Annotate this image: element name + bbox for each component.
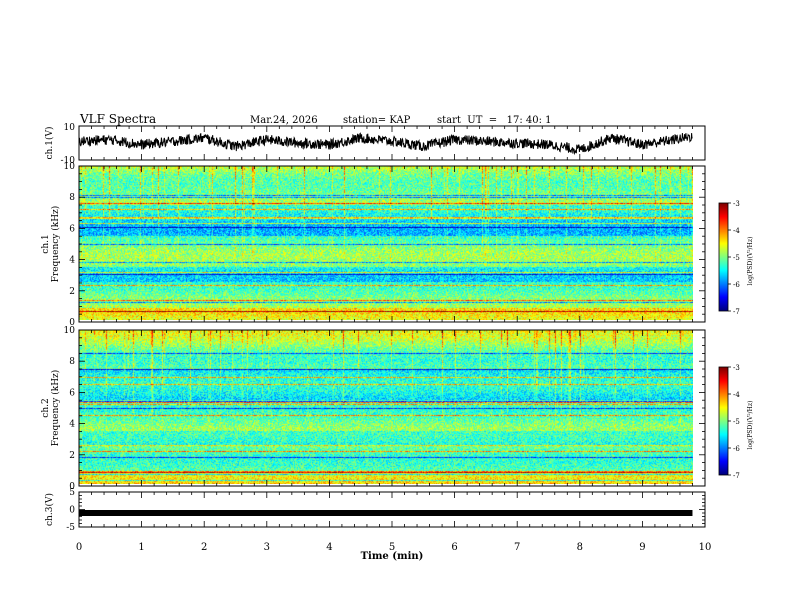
- colorbar-label: log(PSD)(V²/Hz): [747, 401, 754, 450]
- freq-tick-label: 2: [69, 287, 75, 297]
- freq-tick-label: 0: [69, 482, 75, 492]
- colorbar-tick-label: -4: [733, 227, 740, 235]
- start-time-label: start UT = 17: 40: 1: [437, 115, 552, 126]
- freq-tick-label: 8: [69, 193, 75, 203]
- ch3-ytick-label: 5: [69, 488, 75, 498]
- ch3-ylabel: ch.3(V): [44, 493, 55, 526]
- ch1-ylabel: ch.1(V): [44, 127, 55, 160]
- channel-label: ch.2: [41, 398, 51, 417]
- ch1-ytick-label: 10: [64, 123, 76, 133]
- colorbar-tick-label: -4: [733, 391, 740, 399]
- colorbar-tick-label: -3: [733, 364, 740, 372]
- colorbar-tick-label: -7: [733, 472, 740, 480]
- freq-tick-label: 8: [69, 357, 75, 367]
- colorbar-frame: [718, 202, 729, 312]
- colorbar-label: log(PSD)(V²/Hz): [747, 237, 754, 286]
- freq-tick-label: 10: [64, 326, 76, 336]
- time-tick-label: 0: [76, 542, 82, 553]
- freq-tick-label: 0: [69, 318, 75, 328]
- time-tick-label: 9: [639, 542, 645, 553]
- freq-tick-label: 10: [64, 162, 76, 172]
- panel-frame-1: [78, 165, 706, 323]
- time-tick-label: 10: [699, 542, 712, 553]
- colorbar-tick-label: -6: [733, 281, 740, 289]
- ch2-spectrogram-image: [79, 330, 693, 484]
- time-tick-label: 1: [138, 542, 144, 553]
- colorbar-tick-label: -6: [733, 445, 740, 453]
- channel-label: ch.1: [41, 234, 51, 253]
- ch3-ytick-label: -5: [66, 523, 75, 533]
- frequency-axis-label: Frequency (kHz): [50, 206, 61, 283]
- ch2-colorbar: [719, 367, 728, 475]
- time-axis-label: Time (min): [361, 551, 424, 562]
- figure-title: VLF Spectra: [80, 112, 157, 126]
- freq-tick-label: 4: [69, 256, 75, 266]
- freq-tick-label: 4: [69, 420, 75, 430]
- colorbar-tick-label: -5: [733, 254, 740, 262]
- panel-frame-2: [78, 329, 706, 487]
- frequency-axis-label: Frequency (kHz): [50, 370, 61, 447]
- ch1-spectrogram-image: [79, 166, 693, 320]
- time-tick-label: 5: [389, 542, 395, 553]
- colorbar-frame: [718, 366, 729, 476]
- ch1-ytick-label: -10: [61, 156, 76, 166]
- ch1-waveform-line: [78, 132, 693, 156]
- colorbar-tick-label: -3: [733, 200, 740, 208]
- time-tick-label: 6: [451, 542, 457, 553]
- time-tick-label: 3: [264, 542, 270, 553]
- freq-tick-label: 2: [69, 451, 75, 461]
- time-tick-label: 2: [201, 542, 207, 553]
- time-tick-label: 7: [514, 542, 520, 553]
- freq-tick-label: 6: [69, 224, 75, 234]
- colorbar-tick-label: -5: [733, 418, 740, 426]
- date-label: Mar.24, 2026: [250, 115, 318, 126]
- station-label: station= KAP: [343, 115, 411, 126]
- time-tick-label: 4: [326, 542, 332, 553]
- ch3-ytick-label: 0: [69, 506, 75, 516]
- freq-tick-label: 6: [69, 388, 75, 398]
- colorbar-tick-label: -7: [733, 308, 740, 316]
- time-tick-label: 8: [577, 542, 583, 553]
- ch1-colorbar: [719, 203, 728, 311]
